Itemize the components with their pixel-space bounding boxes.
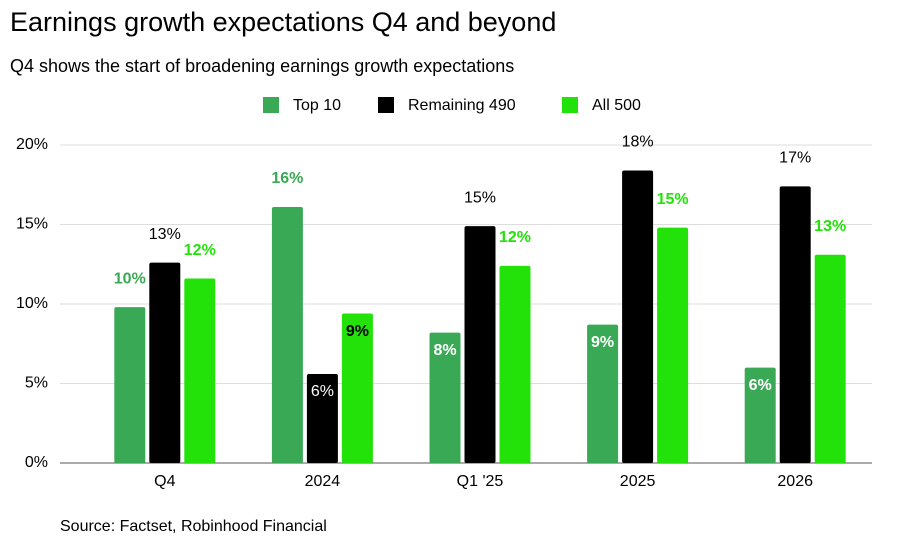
- bar: [657, 227, 689, 463]
- bar: [271, 207, 303, 463]
- bar: [184, 278, 216, 463]
- legend-swatch: [562, 97, 578, 113]
- x-tick-label: 2025: [620, 473, 656, 490]
- bar: [149, 262, 181, 463]
- data-label: 18%: [622, 134, 654, 151]
- y-tick-label: 5%: [25, 375, 48, 392]
- legend-label: Top 10: [293, 97, 341, 114]
- x-tick-label: Q1 '25: [457, 473, 504, 490]
- bar: [587, 324, 619, 463]
- chart-subtitle: Q4 shows the start of broadening earning…: [10, 56, 514, 76]
- data-label: 15%: [464, 189, 496, 206]
- legend-label: Remaining 490: [408, 97, 516, 114]
- y-tick-label: 10%: [16, 295, 48, 312]
- bar: [464, 226, 496, 463]
- x-tick-label: 2024: [305, 473, 341, 490]
- legend-label: All 500: [592, 97, 641, 114]
- bar: [341, 313, 373, 463]
- data-label: 9%: [591, 334, 614, 351]
- y-tick-label: 20%: [16, 136, 48, 153]
- data-label: 12%: [184, 242, 216, 259]
- data-label: 6%: [311, 383, 334, 400]
- data-label: 13%: [814, 218, 846, 235]
- bar: [814, 254, 846, 463]
- data-label: 15%: [657, 191, 689, 208]
- x-tick-label: 2026: [777, 473, 813, 490]
- source-note: Source: Factset, Robinhood Financial: [60, 518, 327, 535]
- bar: [499, 265, 531, 463]
- y-tick-label: 0%: [25, 454, 48, 471]
- bar: [114, 307, 146, 463]
- data-label: 8%: [433, 342, 456, 359]
- data-label: 6%: [749, 377, 772, 394]
- legend-swatch: [263, 97, 279, 113]
- bar: [744, 367, 776, 463]
- x-tick-label: Q4: [154, 473, 175, 490]
- data-label: 16%: [271, 170, 303, 187]
- data-label: 9%: [346, 323, 369, 340]
- data-label: 17%: [779, 150, 811, 167]
- data-label: 12%: [499, 229, 531, 246]
- bar: [306, 373, 338, 463]
- bar: [779, 186, 811, 463]
- data-label: 10%: [114, 270, 146, 287]
- data-label: 13%: [149, 226, 181, 243]
- y-tick-label: 15%: [16, 216, 48, 233]
- chart-title: Earnings growth expectations Q4 and beyo…: [10, 7, 556, 37]
- bar: [429, 332, 461, 463]
- legend-swatch: [378, 97, 394, 113]
- bar: [622, 170, 654, 463]
